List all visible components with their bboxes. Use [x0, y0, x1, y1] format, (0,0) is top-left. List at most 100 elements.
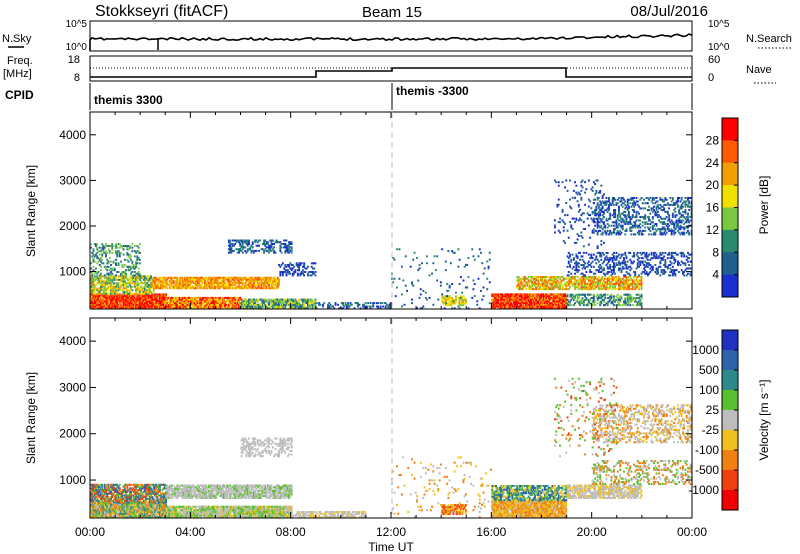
radar-cell	[650, 221, 653, 224]
radar-cell	[631, 255, 634, 258]
radar-cell	[545, 293, 548, 296]
radar-cell	[575, 300, 578, 303]
radar-cell	[265, 300, 268, 303]
radar-cell	[314, 300, 317, 303]
radar-cell	[266, 278, 269, 281]
radar-cell	[170, 302, 173, 305]
radar-cell	[273, 280, 275, 283]
radar-cell	[176, 278, 179, 281]
radar-cell	[631, 216, 634, 219]
radar-cell	[233, 239, 235, 242]
radar-cell	[606, 210, 609, 213]
radar-cell	[518, 302, 521, 305]
radar-cell	[643, 207, 645, 210]
radar-cell	[90, 287, 92, 290]
radar-cell	[298, 262, 301, 265]
radar-cell	[146, 289, 149, 292]
radar-cell	[537, 295, 540, 298]
radar-cell	[540, 288, 543, 291]
radar-cell	[125, 245, 127, 247]
radar-cell	[184, 302, 186, 305]
radar-cell	[98, 305, 101, 308]
radar-cell	[268, 282, 270, 284]
radar-cell	[160, 295, 163, 298]
radar-cell	[159, 293, 161, 296]
radar-cell	[95, 245, 97, 247]
radar-cell	[199, 285, 201, 288]
radar-cell	[171, 305, 174, 308]
radar-cell	[560, 300, 563, 303]
radar-cell	[626, 214, 629, 217]
radar-cell	[546, 281, 549, 284]
radar-cell	[302, 303, 304, 306]
radar-cell	[556, 277, 559, 280]
radar-cell	[230, 287, 233, 290]
radar-cell	[516, 298, 519, 301]
radar-cell	[123, 305, 126, 308]
radar-cell	[529, 296, 531, 299]
radar-cell	[121, 246, 124, 249]
radar-cell	[574, 277, 576, 280]
nave-label: Nave	[746, 64, 772, 76]
radar-cell	[148, 280, 151, 283]
radar-cell	[619, 300, 622, 303]
radar-cell	[581, 284, 584, 287]
radar-cell	[285, 246, 288, 249]
radar-cell	[599, 251, 602, 254]
radar-cell	[246, 287, 249, 290]
radar-cell	[653, 209, 655, 212]
radar-cell	[639, 219, 642, 222]
radar-cell	[626, 297, 629, 300]
radar-cell	[256, 285, 259, 288]
radar-cell	[106, 265, 109, 268]
radar-cell	[644, 265, 647, 268]
radar-cell	[137, 267, 140, 270]
radar-cell	[180, 307, 183, 309]
radar-cell	[579, 304, 581, 307]
radar-cell	[278, 264, 280, 266]
radar-cell	[596, 297, 599, 300]
radar-cell	[269, 278, 272, 281]
radar-cell	[646, 255, 649, 258]
radar-cell	[636, 281, 639, 284]
radar-cell	[187, 278, 190, 281]
radar-cell	[653, 253, 655, 256]
radar-cell	[589, 279, 592, 282]
radar-cell	[592, 219, 595, 222]
radar-cell	[118, 275, 121, 278]
radar-cell	[195, 303, 198, 306]
radar-cell	[290, 305, 293, 308]
radar-cell	[217, 282, 220, 284]
radar-cell	[284, 265, 287, 268]
radar-cell	[278, 300, 280, 303]
radar-cell	[279, 302, 282, 305]
radar-cell	[615, 226, 618, 229]
radar-cell	[111, 246, 114, 249]
radar-cell	[117, 282, 120, 285]
radar-cell	[135, 290, 138, 293]
radar-cell	[542, 305, 545, 308]
radar-cell	[559, 277, 561, 280]
radar-cell	[600, 207, 603, 210]
radar-cell	[219, 300, 222, 303]
radar-cell	[660, 253, 663, 256]
radar-cell	[121, 295, 124, 298]
radar-cell	[633, 221, 635, 224]
radar-cell	[613, 262, 615, 265]
radar-cell	[587, 264, 590, 266]
radar-cell	[640, 277, 643, 280]
radar-cell	[209, 282, 211, 284]
radar-cell	[126, 303, 129, 306]
radar-cell	[146, 307, 149, 309]
radar-cell	[561, 293, 564, 296]
radar-cell	[254, 287, 257, 290]
radar-cell	[179, 302, 181, 305]
radar-cell	[123, 280, 126, 283]
radar-cell	[609, 281, 612, 284]
radar-cell	[236, 307, 239, 309]
radar-cell	[195, 300, 198, 303]
radar-cell	[618, 209, 620, 212]
radar-cell	[564, 296, 566, 299]
radar-cell	[145, 298, 148, 301]
radar-cell	[646, 265, 649, 268]
